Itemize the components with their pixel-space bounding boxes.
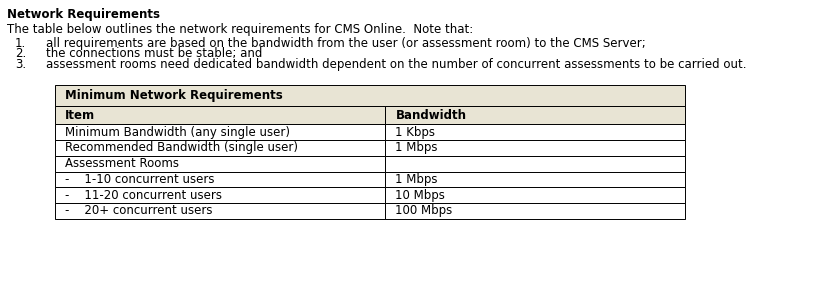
Bar [386,124,685,140]
Text: all requirements are based on the bandwidth from the user (or assessment room) t: all requirements are based on the bandwi… [46,37,646,50]
Bar [55,203,386,219]
Text: -    20+ concurrent users: - 20+ concurrent users [65,204,213,217]
Text: Assessment Rooms: Assessment Rooms [65,157,179,170]
Bar [55,124,386,140]
Text: 1 Kbps: 1 Kbps [396,126,435,139]
Text: Recommended Bandwidth (single user): Recommended Bandwidth (single user) [65,141,297,155]
Text: 3.: 3. [15,58,26,71]
Text: 1 Mbps: 1 Mbps [396,173,438,186]
Text: 2.: 2. [15,47,26,60]
Bar [55,187,386,203]
Text: Item: Item [65,109,95,122]
Text: the connections must be stable; and: the connections must be stable; and [46,47,263,60]
Bar [55,156,386,172]
Text: Minimum Network Requirements: Minimum Network Requirements [65,89,282,102]
Text: 1 Mbps: 1 Mbps [396,141,438,155]
Text: Bandwidth: Bandwidth [396,109,466,122]
Bar [55,140,386,156]
Bar [55,106,386,124]
Text: 100 Mbps: 100 Mbps [396,204,453,217]
Text: assessment rooms need dedicated bandwidth dependent on the number of concurrent : assessment rooms need dedicated bandwidt… [46,58,747,71]
Bar [386,140,685,156]
Bar [386,172,685,187]
Text: -    1-10 concurrent users: - 1-10 concurrent users [65,173,214,186]
Bar [386,106,685,124]
Bar [55,172,386,187]
Text: The table below outlines the network requirements for CMS Online.  Note that:: The table below outlines the network req… [7,23,473,36]
Text: -    11-20 concurrent users: - 11-20 concurrent users [65,188,222,202]
Bar [386,187,685,203]
Text: 1.: 1. [15,37,26,50]
Text: 10 Mbps: 10 Mbps [396,188,445,202]
Text: Minimum Bandwidth (any single user): Minimum Bandwidth (any single user) [65,126,290,139]
Bar [55,85,685,106]
Bar [386,156,685,172]
Bar [386,203,685,219]
Text: Network Requirements: Network Requirements [7,8,160,21]
